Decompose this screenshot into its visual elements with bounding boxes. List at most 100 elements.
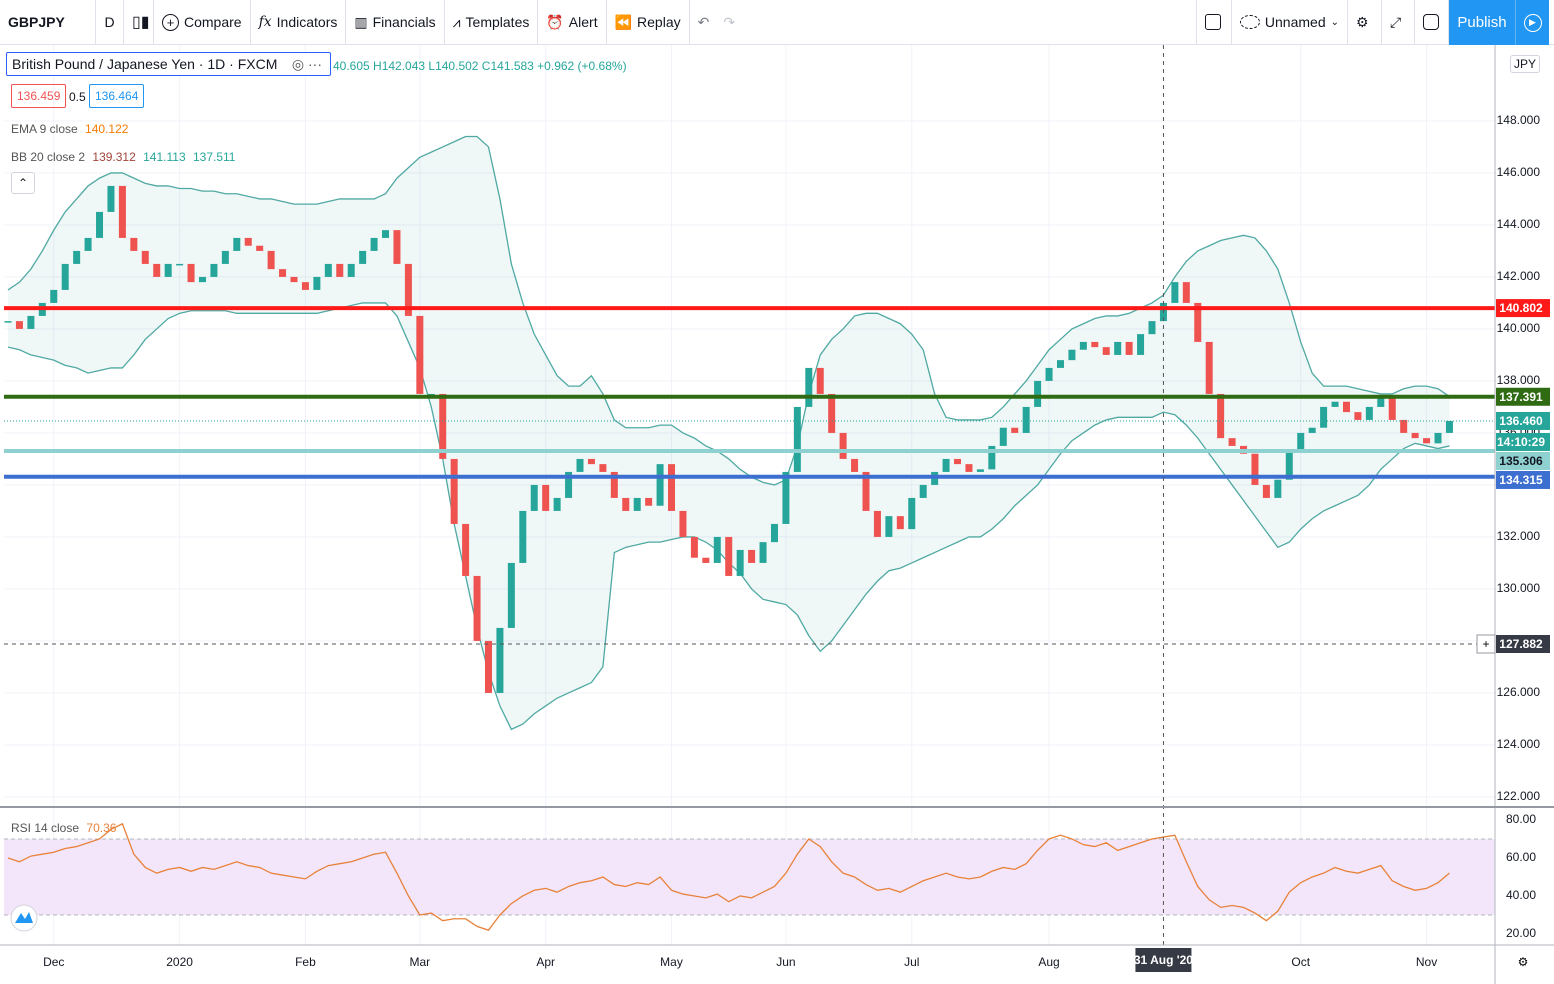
candle <box>999 427 1007 446</box>
buy-button[interactable]: 136.464 <box>89 84 145 108</box>
alert-button[interactable]: ⏰ Alert <box>538 0 607 45</box>
x-tick-label: Mar <box>410 955 431 969</box>
candle <box>690 536 698 558</box>
candle <box>324 263 332 277</box>
financials-button[interactable]: ▥ Financials <box>346 0 445 45</box>
candle <box>1285 451 1293 480</box>
layout-toggle[interactable] <box>1195 0 1232 45</box>
interval[interactable]: D <box>96 0 124 45</box>
candle <box>622 497 630 511</box>
x-tick-label: Jul <box>904 955 919 969</box>
candle <box>1125 341 1133 355</box>
crosshair-x-tag-bg <box>1135 948 1192 972</box>
candle <box>919 484 927 498</box>
settings[interactable]: ⚙ <box>1348 0 1382 45</box>
play-icon: ▶ <box>1523 13 1542 32</box>
candle <box>542 484 550 511</box>
candle <box>484 640 492 693</box>
layout-menu[interactable]: Unnamed ⌄ <box>1232 0 1348 45</box>
bb-fill <box>8 136 1450 730</box>
candle <box>725 536 733 576</box>
gear-icon: ⚙ <box>1356 13 1369 30</box>
rsi-tick-label: 20.00 <box>1506 926 1536 940</box>
crosshair-y-tag: 127.882 <box>1499 637 1543 651</box>
candle <box>382 230 390 238</box>
fullscreen[interactable]: ⤢ <box>1382 0 1415 45</box>
candle <box>828 393 836 433</box>
candle <box>50 289 58 303</box>
replay-button[interactable]: ⏪ Replay <box>607 0 690 45</box>
candle <box>645 497 653 506</box>
currency[interactable]: JPY <box>1510 55 1541 73</box>
candle <box>256 245 264 251</box>
compare-button[interactable]: + Compare <box>154 0 251 45</box>
last-price-tag-bg <box>1496 411 1550 430</box>
candle <box>736 549 744 576</box>
candle <box>187 263 195 283</box>
publish-label: Publish <box>1457 14 1507 31</box>
snapshot[interactable] <box>1415 0 1449 45</box>
candle <box>782 471 790 524</box>
candle <box>519 510 527 563</box>
candle <box>1354 412 1362 420</box>
candle <box>1400 419 1408 433</box>
undo[interactable]: ↶ <box>697 13 710 30</box>
candle <box>96 211 104 238</box>
layout-name: Unnamed <box>1264 14 1326 30</box>
candle <box>633 497 641 511</box>
countdown: 14:10:29 <box>1497 435 1545 449</box>
templates-icon: ⩘ <box>452 13 461 30</box>
caret: ⌄ <box>1330 16 1339 28</box>
level-tag: 137.391 <box>1499 390 1543 404</box>
candle <box>359 250 367 264</box>
publish-button[interactable]: Publish <box>1449 0 1515 45</box>
x-tick-label: Apr <box>536 955 555 969</box>
indicators-button[interactable]: fx Indicators <box>251 0 347 45</box>
level-tag: 135.306 <box>1499 454 1543 468</box>
candle <box>1297 432 1305 452</box>
crosshair-x-tag: 31 Aug '20 <box>1134 953 1193 967</box>
candle <box>530 484 538 511</box>
candle <box>1205 341 1213 394</box>
chart-style[interactable]: ▯▮ <box>124 0 154 45</box>
candle <box>439 393 447 459</box>
candle <box>610 471 618 498</box>
sell-button[interactable]: 136.459 <box>11 84 67 108</box>
undo-redo[interactable]: ↶ ↷ <box>690 0 743 45</box>
candle <box>27 315 35 329</box>
bb-mid: 139.312 <box>92 150 136 164</box>
financials-label: Financials <box>372 14 436 30</box>
candle <box>1034 380 1042 407</box>
candle <box>770 523 778 543</box>
candle <box>565 471 573 498</box>
legend-title: British Pound / Japanese Yen · 1D · FXCM <box>12 56 278 72</box>
replay-label: Replay <box>637 14 681 30</box>
candle <box>1194 302 1202 342</box>
candle <box>107 185 115 212</box>
candle <box>1377 396 1385 407</box>
candle <box>908 497 916 530</box>
candle <box>1114 341 1122 355</box>
candle <box>496 627 504 693</box>
legend-icons: ◎ ··· <box>291 55 322 72</box>
redo[interactable]: ↷ <box>723 13 736 30</box>
x-tick-label: Feb <box>295 955 316 969</box>
collapse-legend[interactable]: ⌃ <box>11 172 35 194</box>
x-tick-label: Aug <box>1038 955 1059 969</box>
templates-button[interactable]: ⩘ Templates <box>445 0 539 45</box>
candle <box>15 321 23 329</box>
candle <box>862 471 870 511</box>
candle <box>244 237 252 246</box>
symbol-legend[interactable]: British Pound / Japanese Yen · 1D · FXCM… <box>6 52 331 76</box>
candle <box>851 458 859 472</box>
candle <box>336 263 344 277</box>
x-tick-label: 2020 <box>166 955 193 969</box>
symbol-search[interactable]: GBPJPY <box>0 0 96 45</box>
candle <box>839 432 847 459</box>
publish-menu[interactable]: ▶ <box>1515 0 1549 45</box>
bb-name: BB 20 close 2 <box>11 150 86 164</box>
bb-lower: 137.511 <box>192 150 236 164</box>
candle <box>954 458 962 465</box>
candle <box>118 185 126 238</box>
candle <box>702 557 710 563</box>
